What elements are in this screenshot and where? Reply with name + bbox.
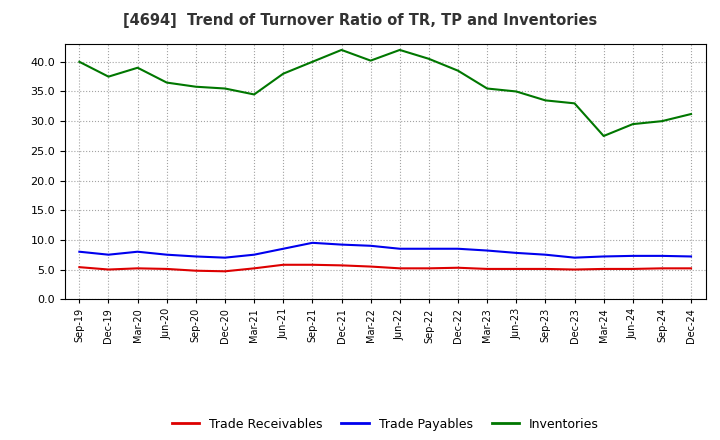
Inventories <box>395 47 404 52</box>
Inventories <box>104 74 113 79</box>
Trade Receivables <box>366 264 375 269</box>
Inventories <box>425 56 433 62</box>
Inventories <box>541 98 550 103</box>
Trade Payables <box>163 252 171 257</box>
Trade Payables <box>279 246 287 251</box>
Trade Payables <box>657 253 666 259</box>
Trade Payables <box>454 246 462 251</box>
Inventories <box>483 86 492 91</box>
Trade Receivables <box>657 266 666 271</box>
Trade Receivables <box>541 266 550 271</box>
Inventories <box>75 59 84 64</box>
Trade Payables <box>629 253 637 259</box>
Inventories <box>657 118 666 124</box>
Trade Payables <box>104 252 113 257</box>
Trade Receivables <box>483 266 492 271</box>
Inventories <box>133 65 142 70</box>
Trade Payables <box>250 252 258 257</box>
Line: Trade Receivables: Trade Receivables <box>79 265 691 271</box>
Inventories <box>599 133 608 139</box>
Trade Receivables <box>279 262 287 268</box>
Trade Payables <box>425 246 433 251</box>
Trade Payables <box>599 254 608 259</box>
Trade Payables <box>541 252 550 257</box>
Inventories <box>337 47 346 52</box>
Trade Receivables <box>599 266 608 271</box>
Trade Receivables <box>337 263 346 268</box>
Trade Payables <box>687 254 696 259</box>
Trade Payables <box>192 254 200 259</box>
Trade Payables <box>483 248 492 253</box>
Trade Payables <box>308 240 317 246</box>
Line: Trade Payables: Trade Payables <box>79 243 691 258</box>
Inventories <box>250 92 258 97</box>
Inventories <box>279 71 287 76</box>
Trade Receivables <box>629 266 637 271</box>
Trade Receivables <box>192 268 200 273</box>
Inventories <box>163 80 171 85</box>
Trade Payables <box>75 249 84 254</box>
Text: [4694]  Trend of Turnover Ratio of TR, TP and Inventories: [4694] Trend of Turnover Ratio of TR, TP… <box>123 13 597 28</box>
Trade Receivables <box>250 266 258 271</box>
Trade Payables <box>395 246 404 251</box>
Inventories <box>454 68 462 73</box>
Trade Receivables <box>163 266 171 271</box>
Trade Payables <box>337 242 346 247</box>
Inventories <box>192 84 200 89</box>
Trade Receivables <box>512 266 521 271</box>
Inventories <box>366 58 375 63</box>
Trade Receivables <box>308 262 317 268</box>
Trade Receivables <box>425 266 433 271</box>
Trade Payables <box>570 255 579 260</box>
Trade Receivables <box>454 265 462 271</box>
Trade Receivables <box>75 264 84 270</box>
Trade Payables <box>366 243 375 249</box>
Trade Receivables <box>133 266 142 271</box>
Trade Payables <box>512 250 521 256</box>
Inventories <box>220 86 229 91</box>
Trade Receivables <box>570 267 579 272</box>
Trade Receivables <box>395 266 404 271</box>
Inventories <box>308 59 317 64</box>
Trade Receivables <box>104 267 113 272</box>
Inventories <box>512 89 521 94</box>
Trade Payables <box>220 255 229 260</box>
Trade Receivables <box>220 269 229 274</box>
Inventories <box>570 101 579 106</box>
Trade Receivables <box>687 266 696 271</box>
Legend: Trade Receivables, Trade Payables, Inventories: Trade Receivables, Trade Payables, Inven… <box>166 413 604 436</box>
Trade Payables <box>133 249 142 254</box>
Inventories <box>687 111 696 117</box>
Line: Inventories: Inventories <box>79 50 691 136</box>
Inventories <box>629 121 637 127</box>
